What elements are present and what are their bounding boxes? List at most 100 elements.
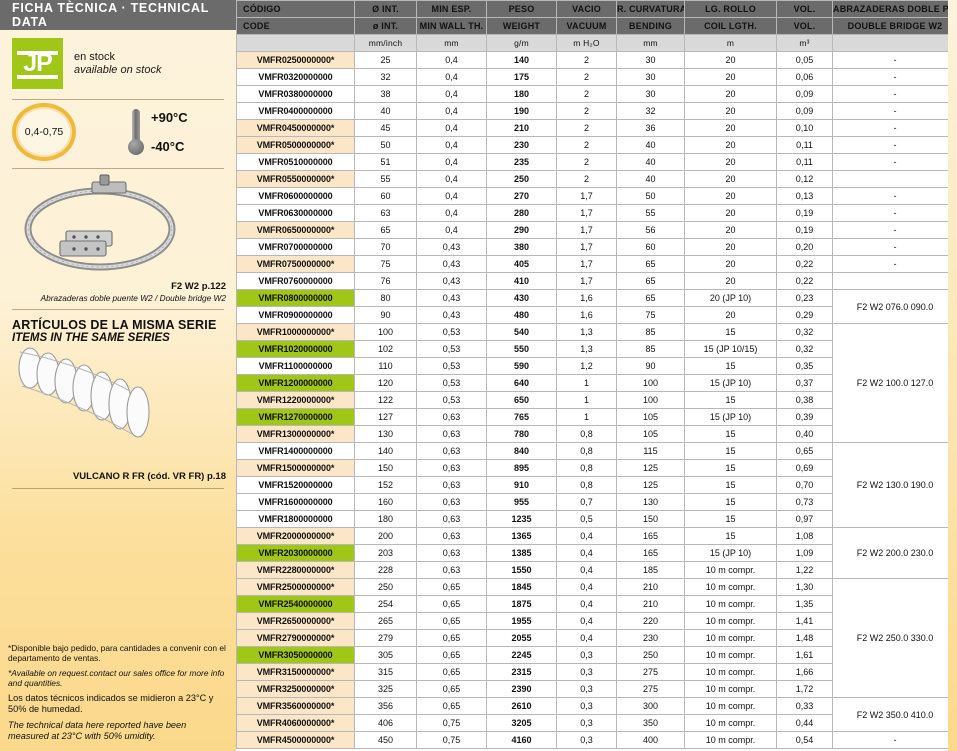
col-header-weight-es: PESO xyxy=(486,0,557,18)
cell-coil-length: 10 m compr. xyxy=(684,714,777,732)
cell-code: VMFR3050000000 xyxy=(236,646,355,664)
cell-code: VMFR0250000000* xyxy=(236,51,355,69)
hose-product-image xyxy=(0,346,236,471)
col-header-coil-en: COIL LGTH. xyxy=(684,17,777,35)
cell-volume: 1,08 xyxy=(776,527,833,545)
table-row: VMFR3560000000* 356 0,65 2610 0,3 300 10 m com… xyxy=(236,697,957,732)
table-row: VMFR1600000000 160 0,63 955 0,7 130 15 0,73 xyxy=(236,493,957,511)
cell-weight: 270 xyxy=(486,187,557,205)
cell-code: VMFR2650000000* xyxy=(236,612,355,630)
cell-min-wall-thickness: 0,4 xyxy=(416,187,487,205)
cell-internal-diameter: 140 xyxy=(354,442,417,460)
cell-weight: 410 xyxy=(486,272,557,290)
cell-internal-diameter: 60 xyxy=(354,187,417,205)
cell-volume: 0,22 xyxy=(776,272,833,290)
cell-clamp-ref: - xyxy=(832,187,957,205)
col-header-wall-es: MIN ESP. xyxy=(416,0,487,18)
header-row-units: mm/inch mm g/m m H₂O mm m m³ xyxy=(236,34,957,52)
page-title: FICHA TÈCNICA · TECHNICAL DATA xyxy=(12,1,209,29)
cell-code: VMFR1200000000 xyxy=(236,374,355,392)
cell-bending-radius: 165 xyxy=(616,544,685,562)
cell-min-wall-thickness: 0,4 xyxy=(416,68,487,86)
cell-bending-radius: 100 xyxy=(616,374,685,392)
cell-vacuum: 0,4 xyxy=(556,561,617,579)
cell-weight: 3205 xyxy=(486,714,557,732)
cell-vacuum: 1 xyxy=(556,391,617,409)
cell-coil-length: 10 m compr. xyxy=(684,646,777,664)
cell-weight: 765 xyxy=(486,408,557,426)
table-row: VMFR1520000000 152 0,63 910 0,8 125 15 0,70 xyxy=(236,476,957,494)
cell-bending-radius: 300 xyxy=(616,697,685,715)
hose-caption: VULCANO R FR (cód. VR FR) p.18 xyxy=(72,471,226,483)
cell-vacuum: 1,7 xyxy=(556,221,617,239)
divider-1 xyxy=(12,99,224,100)
table-row: VMFR4500000000* 450 0,75 4160 0,3 400 10 m com… xyxy=(236,731,957,749)
left-info-panel: FICHA TÈCNICA · TECHNICAL DATA JP en sto… xyxy=(0,0,236,751)
cell-min-wall-thickness: 0,65 xyxy=(416,612,487,630)
cell-coil-length: 15 xyxy=(684,476,777,494)
cell-code: VMFR2500000000* xyxy=(236,578,355,596)
cell-internal-diameter: 63 xyxy=(354,204,417,222)
cell-vacuum: 0,4 xyxy=(556,527,617,545)
cell-weight: 280 xyxy=(486,204,557,222)
cell-code: VMFR0510000000 xyxy=(236,153,355,171)
unit-coil: m xyxy=(684,34,777,52)
cell-volume: 1,22 xyxy=(776,561,833,579)
cell-vacuum: 1,7 xyxy=(556,255,617,273)
cell-min-wall-thickness: 0,65 xyxy=(416,578,487,596)
table-row: VMFR2650000000* 265 0,65 1955 0,4 220 10 m com… xyxy=(236,612,957,630)
cell-clamp-ref: - xyxy=(832,153,957,171)
cell-internal-diameter: 25 xyxy=(354,51,417,69)
cell-volume: 1,48 xyxy=(776,629,833,647)
cell-clamp-group: F2 W2 100.0 127.0 xyxy=(832,323,957,443)
cell-vacuum: 0,3 xyxy=(556,646,617,664)
unit-dint: mm/inch xyxy=(354,34,417,52)
unit-vacuum: m H₂O xyxy=(556,34,617,52)
cell-internal-diameter: 65 xyxy=(354,221,417,239)
cell-vacuum: 0,4 xyxy=(556,578,617,596)
cell-vacuum: 1,7 xyxy=(556,272,617,290)
cell-vacuum: 1,7 xyxy=(556,187,617,205)
cell-code: VMFR0500000000* xyxy=(236,136,355,154)
cell-coil-length: 20 xyxy=(684,153,777,171)
cell-weight: 2055 xyxy=(486,629,557,647)
cell-volume: 0,40 xyxy=(776,425,833,443)
col-header-vacuum-en: VACUUM xyxy=(556,17,617,35)
cell-coil-length: 15 (JP 10) xyxy=(684,408,777,426)
table-row: VMFR0250000000* 25 0,4 140 2 30 20 0,05- xyxy=(236,51,957,69)
divider-3 xyxy=(12,309,224,311)
cell-internal-diameter: 40 xyxy=(354,102,417,120)
unit-wall: mm xyxy=(416,34,487,52)
table-row: VMFR0400000000 40 0,4 190 2 32 20 0,09- xyxy=(236,102,957,120)
cell-internal-diameter: 356 xyxy=(354,697,417,715)
cell-coil-length: 20 xyxy=(684,238,777,256)
cell-weight: 140 xyxy=(486,51,557,69)
clamp-illustration xyxy=(24,174,176,271)
cell-bending-radius: 130 xyxy=(616,493,685,511)
cell-code: VMFR0320000000 xyxy=(236,68,355,86)
cell-weight: 2245 xyxy=(486,646,557,664)
cell-min-wall-thickness: 0,63 xyxy=(416,476,487,494)
cell-min-wall-thickness: 0,63 xyxy=(416,442,487,460)
unit-clamps xyxy=(832,34,957,52)
cell-code: VMFR1520000000 xyxy=(236,476,355,494)
series-title-en: ITEMS IN THE SAME SERIES xyxy=(12,332,170,345)
cell-internal-diameter: 127 xyxy=(354,408,417,426)
cell-volume: 0,54 xyxy=(776,731,833,749)
cell-code: VMFR0630000000 xyxy=(236,204,355,222)
table-row: VMFR1100000000 110 0,53 590 1,2 90 15 0,35 xyxy=(236,357,957,375)
cell-vacuum: 2 xyxy=(556,102,617,120)
cell-internal-diameter: 150 xyxy=(354,459,417,477)
cell-volume: 0,11 xyxy=(776,153,833,171)
table-row: VMFR0650000000* 65 0,4 290 1,7 56 20 0,19- xyxy=(236,221,957,239)
col-header-dint-en: ø INT. xyxy=(354,17,417,35)
page-title-bar: FICHA TÈCNICA · TECHNICAL DATA xyxy=(0,0,236,30)
cell-min-wall-thickness: 0,63 xyxy=(416,459,487,477)
cell-coil-length: 20 xyxy=(684,255,777,273)
cell-clamp-group: F2 W2 076.0 090.0 xyxy=(832,289,957,324)
cell-code: VMFR2790000000* xyxy=(236,629,355,647)
cell-vacuum: 0,8 xyxy=(556,442,617,460)
col-header-code-es: CÓDIGO xyxy=(236,0,355,18)
cell-weight: 290 xyxy=(486,221,557,239)
cell-internal-diameter: 32 xyxy=(354,68,417,86)
